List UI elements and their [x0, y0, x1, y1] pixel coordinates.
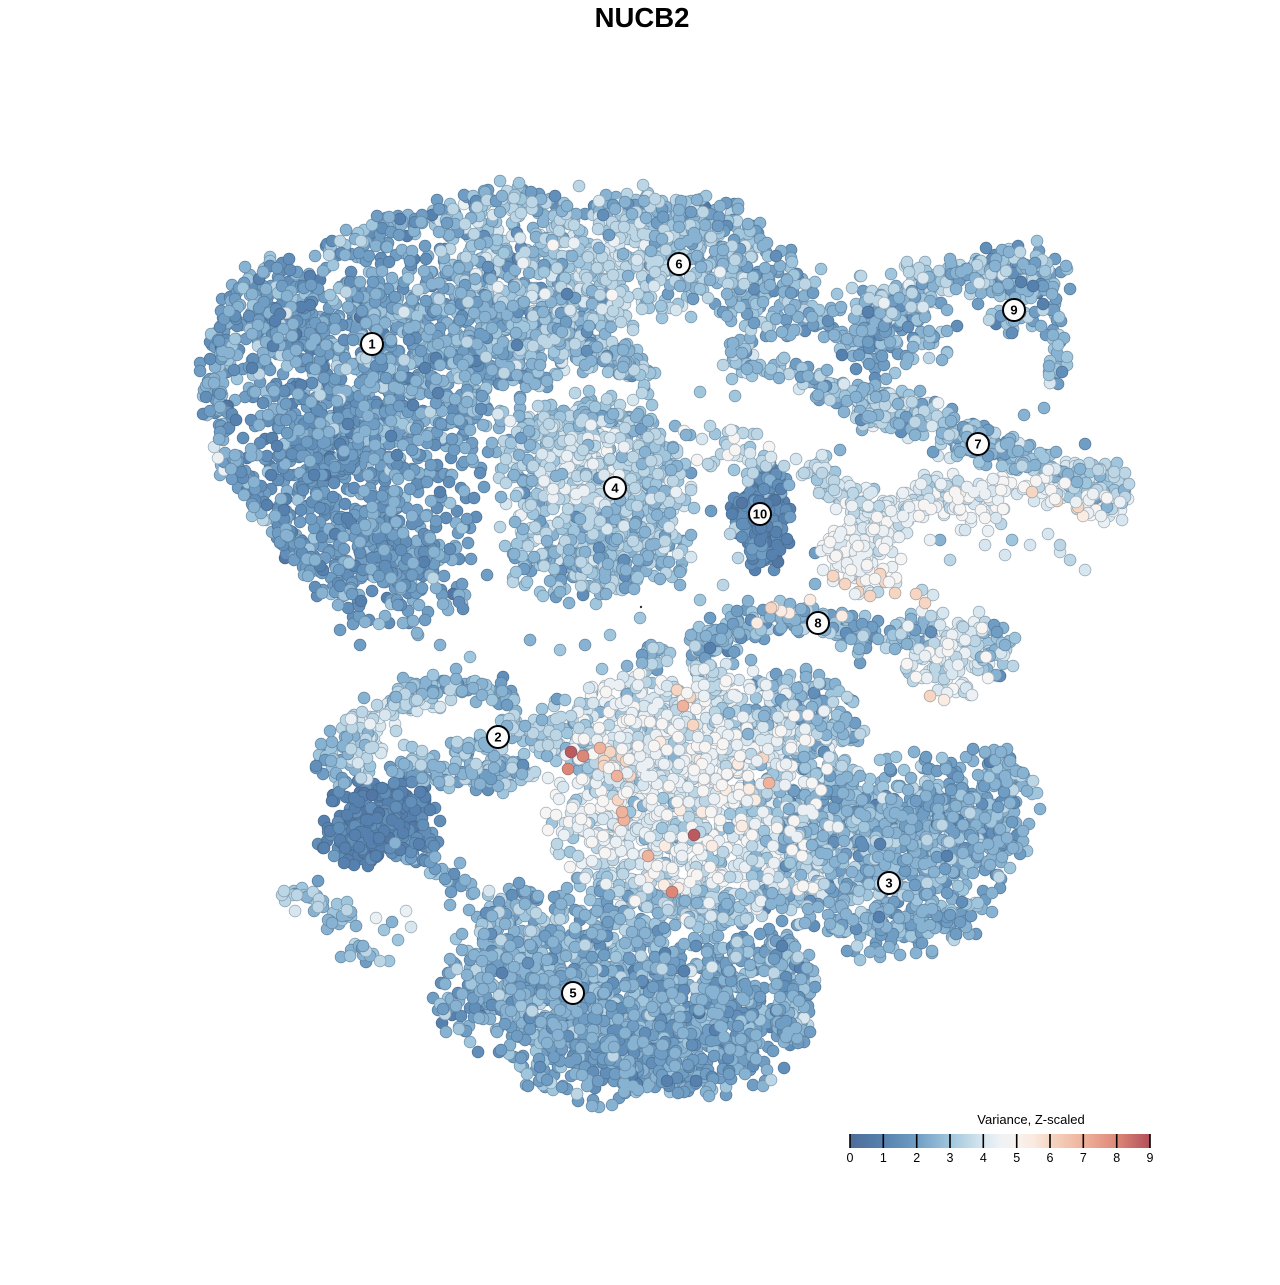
svg-text:1: 1: [880, 1151, 887, 1165]
svg-text:2: 2: [913, 1151, 920, 1165]
svg-text:6: 6: [1047, 1151, 1054, 1165]
svg-text:0: 0: [847, 1151, 854, 1165]
svg-text:10: 10: [753, 507, 767, 522]
svg-text:NUCB2: NUCB2: [595, 2, 690, 33]
svg-text:9: 9: [1147, 1151, 1154, 1165]
svg-text:Variance, Z-scaled: Variance, Z-scaled: [977, 1112, 1084, 1127]
svg-text:8: 8: [814, 616, 821, 631]
svg-text:2: 2: [494, 730, 501, 745]
svg-text:8: 8: [1113, 1151, 1120, 1165]
svg-text:6: 6: [675, 257, 682, 272]
svg-text:9: 9: [1010, 303, 1017, 318]
svg-text:7: 7: [974, 437, 981, 452]
svg-text:4: 4: [980, 1151, 987, 1165]
svg-text:7: 7: [1080, 1151, 1087, 1165]
svg-text:5: 5: [1013, 1151, 1020, 1165]
svg-text:3: 3: [885, 876, 892, 891]
svg-text:3: 3: [947, 1151, 954, 1165]
svg-text:5: 5: [569, 986, 576, 1001]
svg-text:1: 1: [368, 337, 375, 352]
svg-text:4: 4: [611, 481, 619, 496]
